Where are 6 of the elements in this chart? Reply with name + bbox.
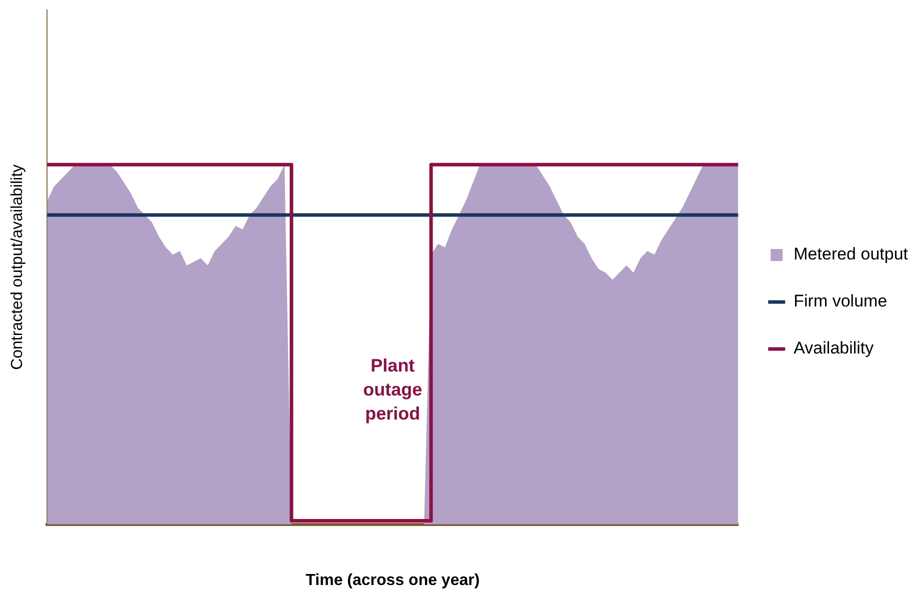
x-axis-title: Time (across one year)	[306, 572, 480, 589]
annotation: Plant outage period	[363, 356, 422, 424]
legend-label: Firm volume	[794, 292, 888, 311]
y-axis-title: Contracted output/availability	[9, 164, 26, 370]
legend-label: Availability	[794, 338, 874, 358]
legend-label: Metered output	[794, 244, 908, 264]
